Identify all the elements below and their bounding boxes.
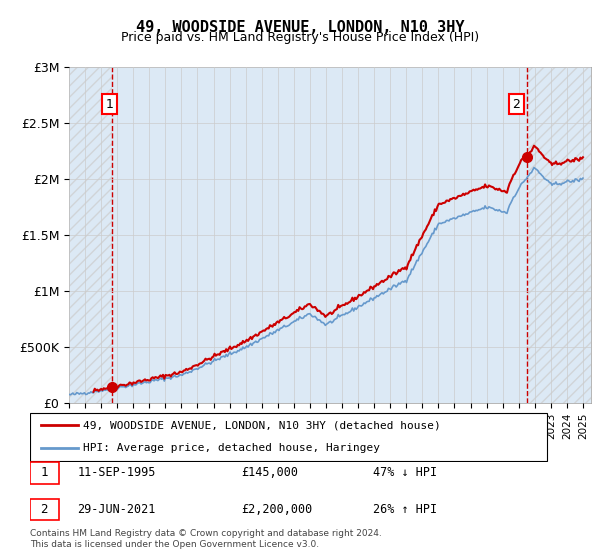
Bar xyxy=(69,67,112,403)
Text: Price paid vs. HM Land Registry's House Price Index (HPI): Price paid vs. HM Land Registry's House … xyxy=(121,31,479,44)
Text: 49, WOODSIDE AVENUE, LONDON, N10 3HY: 49, WOODSIDE AVENUE, LONDON, N10 3HY xyxy=(136,20,464,35)
Text: 26% ↑ HPI: 26% ↑ HPI xyxy=(373,503,437,516)
Text: Contains HM Land Registry data © Crown copyright and database right 2024.
This d: Contains HM Land Registry data © Crown c… xyxy=(30,529,382,549)
FancyBboxPatch shape xyxy=(30,499,59,520)
Text: 29-JUN-2021: 29-JUN-2021 xyxy=(77,503,156,516)
Text: HPI: Average price, detached house, Haringey: HPI: Average price, detached house, Hari… xyxy=(83,444,380,454)
Text: £145,000: £145,000 xyxy=(241,466,298,479)
Text: 2: 2 xyxy=(512,97,520,111)
FancyBboxPatch shape xyxy=(30,413,547,461)
FancyBboxPatch shape xyxy=(30,463,59,484)
Text: 1: 1 xyxy=(106,97,113,111)
Text: 47% ↓ HPI: 47% ↓ HPI xyxy=(373,466,437,479)
Text: £2,200,000: £2,200,000 xyxy=(241,503,313,516)
Text: 11-SEP-1995: 11-SEP-1995 xyxy=(77,466,156,479)
Bar xyxy=(527,67,591,403)
Text: 1: 1 xyxy=(41,466,48,479)
Text: 49, WOODSIDE AVENUE, LONDON, N10 3HY (detached house): 49, WOODSIDE AVENUE, LONDON, N10 3HY (de… xyxy=(83,420,440,430)
Text: 2: 2 xyxy=(41,503,48,516)
